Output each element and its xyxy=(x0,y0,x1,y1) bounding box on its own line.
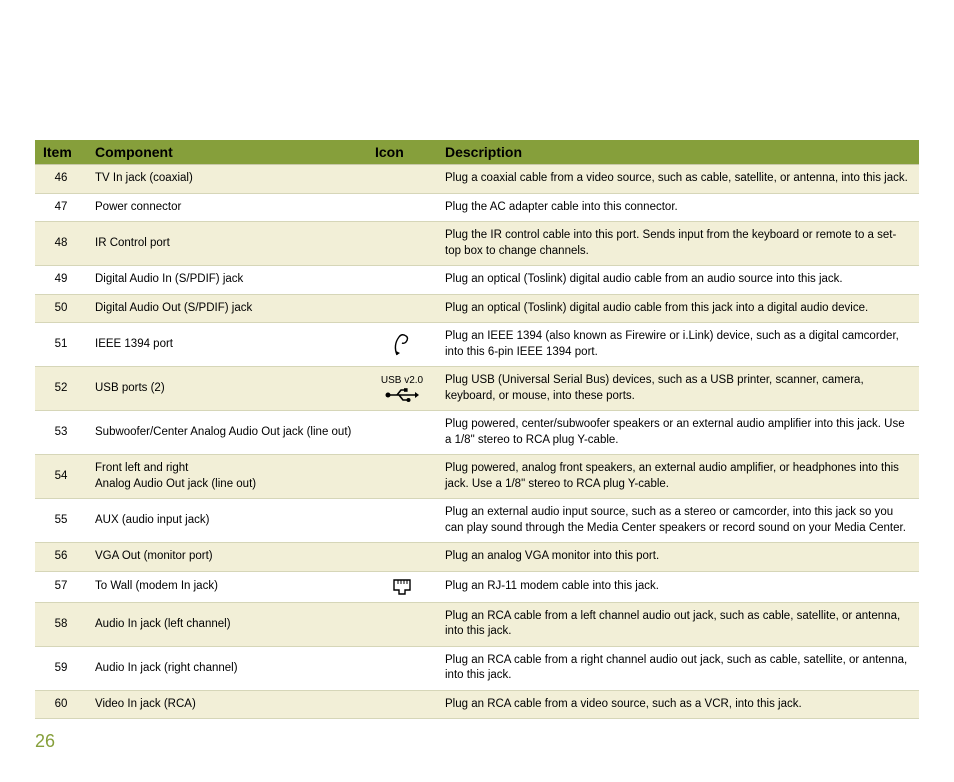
cell-component: Digital Audio Out (S/PDIF) jack xyxy=(87,294,367,323)
cell-component: Power connector xyxy=(87,193,367,222)
cell-icon xyxy=(367,499,437,543)
cell-item: 55 xyxy=(35,499,87,543)
header-icon: Icon xyxy=(367,140,437,165)
cell-item: 54 xyxy=(35,455,87,499)
cell-component: Subwoofer/Center Analog Audio Out jack (… xyxy=(87,411,367,455)
page-container: Item Component Icon Description 46TV In … xyxy=(0,0,954,719)
cell-component: Front left and rightAnalog Audio Out jac… xyxy=(87,455,367,499)
cell-component: VGA Out (monitor port) xyxy=(87,543,367,572)
page-number: 26 xyxy=(35,731,55,752)
table-row: 60Video In jack (RCA) Plug an RCA cable f… xyxy=(35,690,919,719)
cell-description: Plug an RCA cable from a right channel a… xyxy=(437,646,919,690)
cell-description: Plug an analog VGA monitor into this por… xyxy=(437,543,919,572)
cell-description: Plug an RCA cable from a left channel au… xyxy=(437,602,919,646)
cell-item: 48 xyxy=(35,222,87,266)
cell-item: 59 xyxy=(35,646,87,690)
cell-component: AUX (audio input jack) xyxy=(87,499,367,543)
cell-description: Plug an RCA cable from a video source, s… xyxy=(437,690,919,719)
table-header: Item Component Icon Description xyxy=(35,140,919,165)
cell-item: 53 xyxy=(35,411,87,455)
cell-icon xyxy=(367,690,437,719)
cell-icon xyxy=(367,193,437,222)
cell-component: TV In jack (coaxial) xyxy=(87,165,367,194)
cell-component: Digital Audio In (S/PDIF) jack xyxy=(87,266,367,295)
table-row: 57To Wall (modem In jack) Plug an RJ-11 m… xyxy=(35,571,919,602)
cell-icon: USB v2.0 xyxy=(367,367,437,411)
cell-component: Audio In jack (right channel) xyxy=(87,646,367,690)
cell-component: IEEE 1394 port xyxy=(87,323,367,367)
table-row: 58Audio In jack (left channel) Plug an RC… xyxy=(35,602,919,646)
cell-item: 58 xyxy=(35,602,87,646)
cell-description: Plug USB (Universal Serial Bus) devices,… xyxy=(437,367,919,411)
cell-item: 46 xyxy=(35,165,87,194)
table-row: 59Audio In jack (right channel) Plug an R… xyxy=(35,646,919,690)
table-row: 52USB ports (2) USB v2.0 Plug USB (Univers… xyxy=(35,367,919,411)
cell-description: Plug an optical (Toslink) digital audio … xyxy=(437,294,919,323)
cell-item: 60 xyxy=(35,690,87,719)
cell-item: 52 xyxy=(35,367,87,411)
header-component: Component xyxy=(87,140,367,165)
cell-item: 50 xyxy=(35,294,87,323)
connector-table: Item Component Icon Description 46TV In … xyxy=(35,140,919,719)
usb-icon xyxy=(385,388,419,402)
cell-description: Plug powered, center/subwoofer speakers … xyxy=(437,411,919,455)
ieee1394-icon xyxy=(391,333,413,357)
cell-icon xyxy=(367,411,437,455)
cell-component: IR Control port xyxy=(87,222,367,266)
cell-description: Plug the IR control cable into this port… xyxy=(437,222,919,266)
cell-icon xyxy=(367,602,437,646)
cell-icon xyxy=(367,543,437,572)
rj11-icon xyxy=(392,578,412,596)
cell-icon xyxy=(367,294,437,323)
cell-component: Video In jack (RCA) xyxy=(87,690,367,719)
cell-component: USB ports (2) xyxy=(87,367,367,411)
cell-icon xyxy=(367,323,437,367)
cell-component: To Wall (modem In jack) xyxy=(87,571,367,602)
cell-item: 51 xyxy=(35,323,87,367)
cell-item: 57 xyxy=(35,571,87,602)
cell-description: Plug an external audio input source, suc… xyxy=(437,499,919,543)
cell-item: 47 xyxy=(35,193,87,222)
table-row: 56VGA Out (monitor port) Plug an analog V… xyxy=(35,543,919,572)
table-body: 46TV In jack (coaxial) Plug a coaxial cab… xyxy=(35,165,919,719)
cell-icon xyxy=(367,571,437,602)
usb-version-label: USB v2.0 xyxy=(375,374,429,388)
table-row: 47Power connector Plug the AC adapter cab… xyxy=(35,193,919,222)
table-row: 54Front left and rightAnalog Audio Out j… xyxy=(35,455,919,499)
table-row: 48IR Control port Plug the IR control cab… xyxy=(35,222,919,266)
table-row: 46TV In jack (coaxial) Plug a coaxial cab… xyxy=(35,165,919,194)
cell-description: Plug powered, analog front speakers, an … xyxy=(437,455,919,499)
cell-icon xyxy=(367,165,437,194)
table-row: 49Digital Audio In (S/PDIF) jack Plug an … xyxy=(35,266,919,295)
cell-component: Audio In jack (left channel) xyxy=(87,602,367,646)
cell-description: Plug a coaxial cable from a video source… xyxy=(437,165,919,194)
cell-icon xyxy=(367,266,437,295)
cell-description: Plug an IEEE 1394 (also known as Firewir… xyxy=(437,323,919,367)
table-row: 55AUX (audio input jack) Plug an external… xyxy=(35,499,919,543)
cell-item: 56 xyxy=(35,543,87,572)
cell-description: Plug an RJ-11 modem cable into this jack… xyxy=(437,571,919,602)
cell-icon xyxy=(367,455,437,499)
cell-icon xyxy=(367,222,437,266)
header-description: Description xyxy=(437,140,919,165)
cell-icon xyxy=(367,646,437,690)
table-row: 50Digital Audio Out (S/PDIF) jack Plug an… xyxy=(35,294,919,323)
cell-description: Plug an optical (Toslink) digital audio … xyxy=(437,266,919,295)
cell-description: Plug the AC adapter cable into this conn… xyxy=(437,193,919,222)
header-item: Item xyxy=(35,140,87,165)
table-row: 53Subwoofer/Center Analog Audio Out jack… xyxy=(35,411,919,455)
cell-item: 49 xyxy=(35,266,87,295)
table-row: 51IEEE 1394 port Plug an IEEE 1394 (also … xyxy=(35,323,919,367)
